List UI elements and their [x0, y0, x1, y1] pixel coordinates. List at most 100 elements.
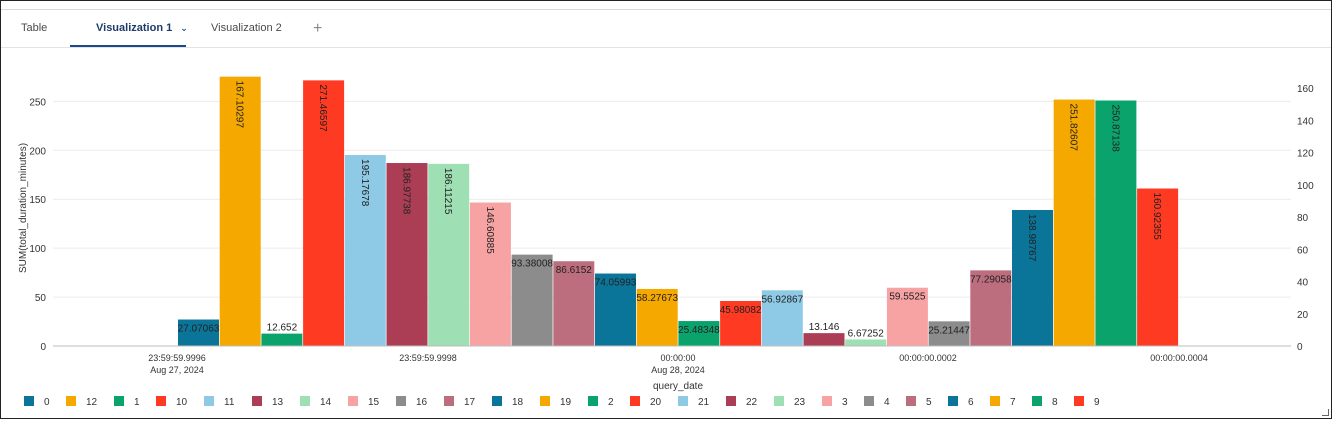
data-label: 25.21447 — [928, 325, 970, 336]
legend-label: 19 — [560, 397, 572, 408]
bar-5 — [970, 270, 1012, 346]
legend-label: 3 — [842, 397, 848, 408]
legend-swatch — [726, 396, 736, 406]
legend-label: 18 — [512, 397, 524, 408]
x-tick-label: 00:00:00.0004 — [1150, 353, 1208, 363]
y2-tick-label: 20 — [1297, 310, 1309, 321]
legend-swatch — [990, 396, 1000, 406]
legend-item-18: 18 — [492, 396, 524, 408]
legend-item-17: 17 — [444, 396, 476, 408]
legend-swatch — [492, 396, 502, 406]
legend-item-12: 12 — [66, 396, 98, 408]
data-label: 167.10297 — [234, 81, 245, 129]
legend-label: 13 — [272, 397, 284, 408]
tab-visualization-1[interactable]: Visualization 1 ⌄ — [96, 10, 188, 47]
y2-tick-label: 40 — [1297, 278, 1309, 289]
legend-swatch — [864, 396, 874, 406]
legend-label: 14 — [320, 397, 332, 408]
bar-8 — [1095, 100, 1137, 346]
resize-handle[interactable] — [1322, 409, 1329, 416]
legend-label: 21 — [698, 397, 710, 408]
y-tick-label: 200 — [29, 146, 46, 157]
data-labels: 27.07063 167.10297 12.652 271.46597 195.1767… — [178, 81, 1162, 340]
x-tick-label: 23:59:59.9998 — [399, 353, 457, 363]
legend-swatch — [24, 396, 34, 406]
legend-label: 23 — [794, 397, 806, 408]
legend-item-15: 15 — [348, 396, 380, 408]
y2-tick-label: 120 — [1297, 149, 1314, 160]
legend-label: 2 — [608, 397, 614, 408]
legend-swatch — [66, 396, 76, 406]
legend-item-4: 4 — [864, 396, 890, 408]
y2-tick-label: 80 — [1297, 213, 1309, 224]
legend-item-9: 9 — [1074, 396, 1100, 408]
bar-16 — [511, 254, 553, 346]
add-tab-icon[interactable]: + — [313, 20, 323, 37]
bar-13 — [386, 163, 428, 346]
y-tick-label: 150 — [29, 195, 46, 206]
legend-swatch — [204, 396, 214, 406]
x-axis-title: query_date — [653, 381, 703, 392]
bar-6 — [1012, 209, 1053, 346]
legend-item-20: 20 — [630, 396, 662, 408]
legend-label: 12 — [86, 397, 98, 408]
legend-swatch — [1074, 396, 1084, 406]
legend-swatch — [156, 396, 166, 406]
data-label: 160.92355 — [1151, 193, 1162, 241]
data-label: 251.82607 — [1068, 104, 1079, 152]
legend-item-5: 5 — [906, 396, 932, 408]
bar-19 — [636, 288, 678, 346]
bar-1 — [261, 333, 303, 346]
data-label: 59.5525 — [889, 292, 926, 303]
tab-visualization-2[interactable]: Visualization 2 — [211, 22, 282, 34]
legend-swatch — [588, 396, 598, 406]
data-label: 6.67252 — [848, 328, 885, 339]
y2-tick-label: 140 — [1297, 116, 1314, 127]
data-label: 58.27673 — [636, 293, 678, 304]
legend-item-21: 21 — [678, 396, 710, 408]
legend-item-11: 11 — [204, 396, 235, 408]
tab-table[interactable]: Table — [21, 22, 48, 34]
data-label: 271.46597 — [317, 84, 328, 132]
y-tick-label: 250 — [29, 97, 46, 108]
bar-3 — [886, 287, 928, 346]
legend-swatch — [822, 396, 832, 406]
legend-swatch — [444, 396, 454, 406]
legend-swatch — [1032, 396, 1042, 406]
legend-swatch — [300, 396, 310, 406]
legend-item-14: 14 — [300, 396, 332, 408]
y-tick-label: 0 — [40, 342, 46, 353]
data-label: 138.98767 — [1026, 214, 1037, 262]
chevron-down-icon[interactable]: ⌄ — [180, 23, 188, 33]
axes: 0 50 100 150 200 250 0 20 40 60 80 100 120 140 160 23:5… — [18, 84, 1314, 392]
legend-item-22: 22 — [726, 396, 758, 408]
bar-0 — [178, 319, 219, 346]
y-tick-label: 100 — [29, 244, 46, 255]
legend-label: 0 — [44, 397, 50, 408]
legend-item-0: 0 — [24, 396, 50, 408]
bar-14 — [428, 163, 470, 346]
legend-label: 10 — [176, 397, 188, 408]
bar-18 — [595, 273, 636, 346]
x-tick-label: 00:00:00.0002 — [899, 353, 957, 363]
legend-swatch — [114, 396, 124, 406]
x-tick-label: Aug 28, 2024 — [651, 365, 705, 375]
bar-9 — [1137, 188, 1179, 346]
data-label: 45.98082 — [720, 305, 762, 316]
legend-item-2: 2 — [588, 396, 614, 408]
bar-11 — [344, 155, 386, 346]
legend-swatch — [948, 396, 958, 406]
y2-tick-label: 100 — [1297, 181, 1314, 192]
y-axis-title: SUM(total_duration_minutes) — [18, 143, 29, 273]
active-tab-indicator — [70, 45, 186, 47]
data-label: 56.92867 — [761, 294, 803, 305]
legend-label: 8 — [1052, 397, 1058, 408]
legend-swatch — [348, 396, 358, 406]
legend-item-13: 13 — [252, 396, 284, 408]
legend-label: 4 — [884, 397, 890, 408]
legend-item-8: 8 — [1032, 396, 1058, 408]
legend-label: 1 — [134, 397, 140, 408]
tab-bar: Table Visualization 1 ⌄ Visualization 2 + — [1, 10, 1331, 48]
x-tick-label: Aug 27, 2024 — [150, 365, 204, 375]
legend-label: 11 — [224, 397, 235, 408]
